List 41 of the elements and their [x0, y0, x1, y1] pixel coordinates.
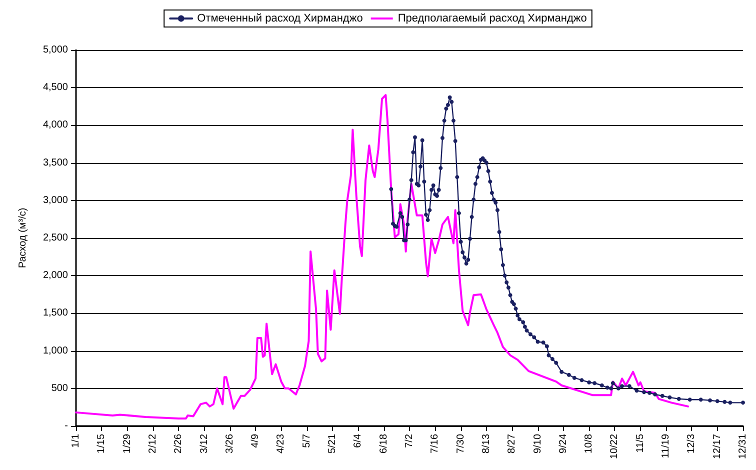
y-tick-label: 1,500 — [42, 308, 68, 319]
x-tick-label: 2/12 — [147, 434, 158, 454]
x-tick-label: 5/7 — [301, 434, 312, 448]
x-tick-label: 7/16 — [430, 434, 441, 454]
x-tick-label: 2/26 — [173, 434, 184, 454]
y-tick-label: 2,000 — [42, 270, 68, 282]
y-tick-label: 2,500 — [42, 232, 68, 244]
x-tick-label: 1/15 — [96, 434, 108, 454]
x-tick-label: 7/30 — [455, 434, 466, 454]
legend-label: Отмеченный расход Хирманджо — [197, 12, 363, 24]
x-tick-label: 12/31 — [738, 434, 748, 460]
y-tick-label: - — [64, 420, 68, 432]
x-tick-label: 4/23 — [276, 434, 287, 454]
x-tick-label: 11/5 — [634, 434, 646, 453]
y-tick-label: 4,500 — [42, 82, 68, 94]
y-axis-title: Расход (м³/с) — [18, 208, 28, 268]
legend-label: Предполагаемый расход Хирманджо — [398, 12, 587, 24]
x-tick-label: 12/17 — [712, 434, 723, 460]
y-tick-label: 3,000 — [42, 194, 68, 206]
x-tick-label: 3/26 — [224, 434, 236, 454]
x-tick-label: 9/10 — [532, 434, 544, 454]
x-tick-label: 4/9 — [250, 434, 262, 448]
x-tick-label: 11/19 — [660, 434, 672, 458]
x-tick-label: 3/12 — [198, 434, 210, 454]
x-tick-label: 12/3 — [686, 434, 698, 454]
x-tick-label: 9/24 — [558, 434, 569, 454]
y-tick-label: 500 — [51, 382, 68, 394]
x-tick-label: 7/2 — [404, 434, 415, 448]
x-tick-label: 6/18 — [378, 434, 390, 454]
x-tick-label: 8/13 — [480, 434, 492, 454]
y-tick-label: 5,000 — [42, 44, 68, 56]
y-tick-label: 4,000 — [42, 120, 68, 131]
x-tick-label: 1/1 — [70, 434, 82, 448]
x-tick-label: 5/21 — [327, 434, 338, 454]
y-tick-label: 3,500 — [42, 157, 68, 168]
x-tick-label: 10/8 — [584, 434, 595, 454]
x-tick-label: 1/29 — [122, 434, 133, 454]
x-tick-label: 10/22 — [609, 434, 620, 460]
x-tick-label: 8/27 — [506, 434, 518, 454]
x-tick-label: 6/4 — [352, 434, 364, 448]
y-tick-label: 1,000 — [42, 345, 68, 356]
